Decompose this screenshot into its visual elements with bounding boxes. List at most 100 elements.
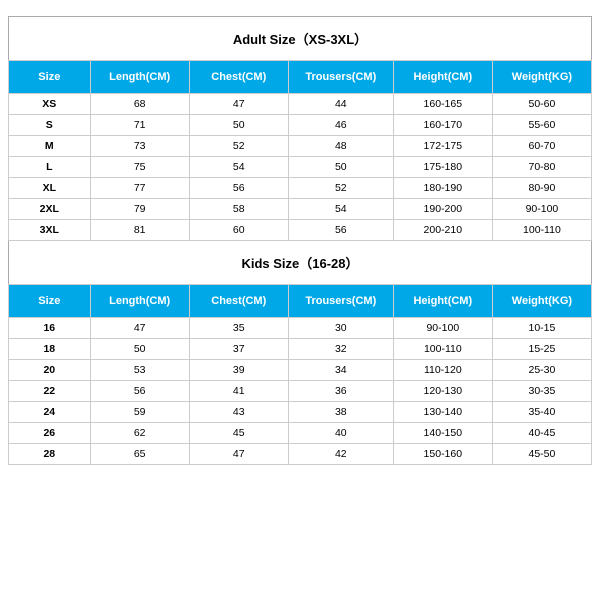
cell-value: 71 — [90, 115, 189, 136]
table-row: 18503732100-11015-25 — [9, 339, 592, 360]
table-row: 22564136120-13030-35 — [9, 381, 592, 402]
cell-value: 90-100 — [492, 199, 591, 220]
cell-value: 39 — [189, 360, 288, 381]
adult-size-title: Adult Size（XS-3XL） — [8, 16, 592, 60]
table-row: XS684744160-16550-60 — [9, 94, 592, 115]
cell-value: 130-140 — [393, 402, 492, 423]
col-height: Height(CM) — [393, 285, 492, 318]
table-row: L755450175-18070-80 — [9, 157, 592, 178]
cell-value: 70-80 — [492, 157, 591, 178]
cell-value: 48 — [288, 136, 393, 157]
cell-value: 60-70 — [492, 136, 591, 157]
cell-size: 16 — [9, 318, 91, 339]
cell-value: 172-175 — [393, 136, 492, 157]
cell-size: XL — [9, 178, 91, 199]
cell-value: 100-110 — [393, 339, 492, 360]
cell-size: 2XL — [9, 199, 91, 220]
col-chest: Chest(CM) — [189, 285, 288, 318]
cell-value: 25-30 — [492, 360, 591, 381]
cell-value: 41 — [189, 381, 288, 402]
cell-size: 18 — [9, 339, 91, 360]
cell-value: 52 — [288, 178, 393, 199]
cell-value: 100-110 — [492, 220, 591, 241]
cell-size: 22 — [9, 381, 91, 402]
cell-value: 35 — [189, 318, 288, 339]
cell-size: 28 — [9, 444, 91, 465]
cell-value: 56 — [90, 381, 189, 402]
cell-value: 38 — [288, 402, 393, 423]
cell-value: 73 — [90, 136, 189, 157]
cell-value: 110-120 — [393, 360, 492, 381]
cell-value: 43 — [189, 402, 288, 423]
cell-value: 44 — [288, 94, 393, 115]
cell-value: 58 — [189, 199, 288, 220]
cell-value: 45-50 — [492, 444, 591, 465]
col-weight: Weight(KG) — [492, 61, 591, 94]
cell-size: S — [9, 115, 91, 136]
table-row: 20533934110-12025-30 — [9, 360, 592, 381]
table-row: S715046160-17055-60 — [9, 115, 592, 136]
cell-value: 54 — [288, 199, 393, 220]
cell-value: 34 — [288, 360, 393, 381]
kids-tbody: 1647353090-10010-1518503732100-11015-252… — [9, 318, 592, 465]
col-size: Size — [9, 61, 91, 94]
cell-size: L — [9, 157, 91, 178]
cell-value: 160-170 — [393, 115, 492, 136]
cell-value: 77 — [90, 178, 189, 199]
col-length: Length(CM) — [90, 61, 189, 94]
col-trousers: Trousers(CM) — [288, 285, 393, 318]
table-row: 1647353090-10010-15 — [9, 318, 592, 339]
cell-value: 42 — [288, 444, 393, 465]
cell-value: 52 — [189, 136, 288, 157]
cell-value: 56 — [288, 220, 393, 241]
col-length: Length(CM) — [90, 285, 189, 318]
cell-value: 36 — [288, 381, 393, 402]
cell-value: 120-130 — [393, 381, 492, 402]
cell-size: XS — [9, 94, 91, 115]
table-header-row: Size Length(CM) Chest(CM) Trousers(CM) H… — [9, 285, 592, 318]
table-row: 2XL795854190-20090-100 — [9, 199, 592, 220]
col-size: Size — [9, 285, 91, 318]
cell-value: 37 — [189, 339, 288, 360]
table-row: 3XL816056200-210100-110 — [9, 220, 592, 241]
cell-value: 50 — [288, 157, 393, 178]
col-weight: Weight(KG) — [492, 285, 591, 318]
table-row: M735248172-17560-70 — [9, 136, 592, 157]
cell-value: 59 — [90, 402, 189, 423]
cell-value: 140-150 — [393, 423, 492, 444]
adult-tbody: XS684744160-16550-60S715046160-17055-60M… — [9, 94, 592, 241]
kids-size-table: Size Length(CM) Chest(CM) Trousers(CM) H… — [8, 284, 592, 465]
cell-value: 47 — [189, 444, 288, 465]
cell-value: 60 — [189, 220, 288, 241]
cell-value: 10-15 — [492, 318, 591, 339]
cell-value: 62 — [90, 423, 189, 444]
cell-value: 180-190 — [393, 178, 492, 199]
cell-value: 55-60 — [492, 115, 591, 136]
kids-size-title: Kids Size（16-28） — [8, 241, 592, 284]
col-trousers: Trousers(CM) — [288, 61, 393, 94]
cell-value: 35-40 — [492, 402, 591, 423]
cell-value: 50 — [189, 115, 288, 136]
table-row: 26624540140-15040-45 — [9, 423, 592, 444]
cell-value: 47 — [189, 94, 288, 115]
cell-value: 46 — [288, 115, 393, 136]
cell-value: 50 — [90, 339, 189, 360]
cell-value: 45 — [189, 423, 288, 444]
cell-size: 26 — [9, 423, 91, 444]
col-height: Height(CM) — [393, 61, 492, 94]
cell-value: 79 — [90, 199, 189, 220]
cell-value: 15-25 — [492, 339, 591, 360]
table-row: 24594338130-14035-40 — [9, 402, 592, 423]
cell-value: 54 — [189, 157, 288, 178]
table-header-row: Size Length(CM) Chest(CM) Trousers(CM) H… — [9, 61, 592, 94]
cell-value: 56 — [189, 178, 288, 199]
table-row: XL775652180-19080-90 — [9, 178, 592, 199]
cell-value: 40 — [288, 423, 393, 444]
cell-value: 160-165 — [393, 94, 492, 115]
cell-value: 40-45 — [492, 423, 591, 444]
cell-value: 50-60 — [492, 94, 591, 115]
cell-value: 30 — [288, 318, 393, 339]
cell-value: 65 — [90, 444, 189, 465]
cell-size: 20 — [9, 360, 91, 381]
cell-size: M — [9, 136, 91, 157]
